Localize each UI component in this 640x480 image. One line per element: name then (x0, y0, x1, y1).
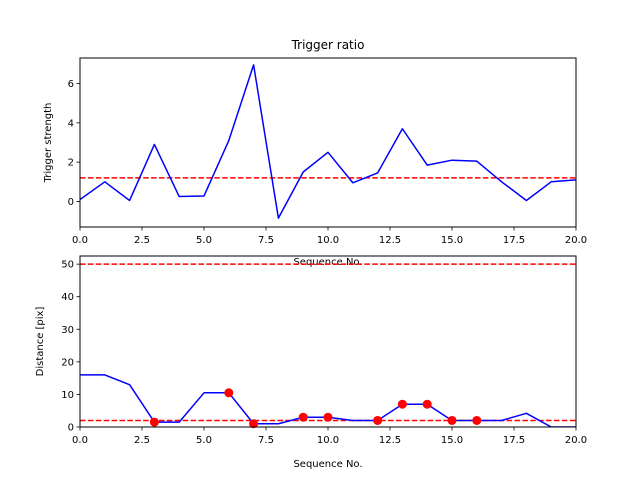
y-axis-label: Distance [pix] (35, 307, 46, 377)
chart-title: Trigger ratio (291, 38, 365, 52)
plot-frame (79, 57, 577, 228)
y-tick-label: 40 (61, 292, 74, 303)
y-tick-label: 6 (68, 79, 74, 90)
trigger-ratio-chart: Trigger ratio 0.0 2.5 5.0 7.5 10.0 12.5 15.0 17… (43, 38, 587, 268)
x-tick-label: 10.0 (317, 435, 339, 446)
data-point (249, 419, 259, 429)
data-point (298, 412, 308, 422)
plot-frame (79, 255, 577, 428)
y-tick-label: 30 (61, 325, 74, 336)
y-tick-label: 20 (61, 357, 74, 368)
y-tick-label: 50 (61, 260, 74, 271)
data-point (373, 415, 383, 425)
x-tick-label: 17.5 (503, 435, 525, 446)
y-tick-label: 0 (68, 423, 74, 434)
x-tick-label: 5.0 (196, 435, 212, 446)
x-tick-label: 2.5 (134, 235, 150, 246)
x-tick-label: 2.5 (134, 435, 150, 446)
data-point (323, 412, 333, 422)
x-tick-label: 17.5 (503, 235, 525, 246)
y-tick-label: 10 (61, 390, 74, 401)
x-tick-label: 5.0 (196, 235, 212, 246)
y-tick-label: 2 (68, 158, 74, 169)
x-tick-label: 20.0 (565, 435, 587, 446)
x-tick-label: 12.5 (379, 435, 401, 446)
x-tick-label: 7.5 (258, 435, 274, 446)
x-tick-label: 20.0 (565, 235, 587, 246)
plot-area (80, 263, 576, 427)
plot-area (80, 64, 576, 219)
y-tick-label: 0 (68, 197, 74, 208)
data-point (447, 415, 457, 425)
x-tick-label: 0.0 (72, 435, 88, 446)
x-tick-label: 7.5 (258, 235, 274, 246)
data-point (149, 417, 159, 427)
x-tick-label: 0.0 (72, 235, 88, 246)
data-point (397, 399, 407, 409)
x-tick-label: 12.5 (379, 235, 401, 246)
x-tick-label: 15.0 (441, 435, 463, 446)
series-line (80, 64, 576, 219)
data-point (422, 399, 432, 409)
data-point (472, 415, 482, 425)
x-tick-label: 15.0 (441, 235, 463, 246)
x-axis-label: Sequence No. (293, 257, 362, 268)
y-axis-label: Trigger strength (43, 103, 54, 184)
x-tick-label: 10.0 (317, 235, 339, 246)
data-point (224, 388, 234, 398)
x-axis-label: Sequence No. (293, 459, 362, 470)
distance-chart: 0.0 2.5 5.0 7.5 10.0 12.5 15.0 17.5 20.0 0 10 20 30 4… (35, 255, 587, 470)
y-tick-label: 4 (68, 118, 74, 129)
